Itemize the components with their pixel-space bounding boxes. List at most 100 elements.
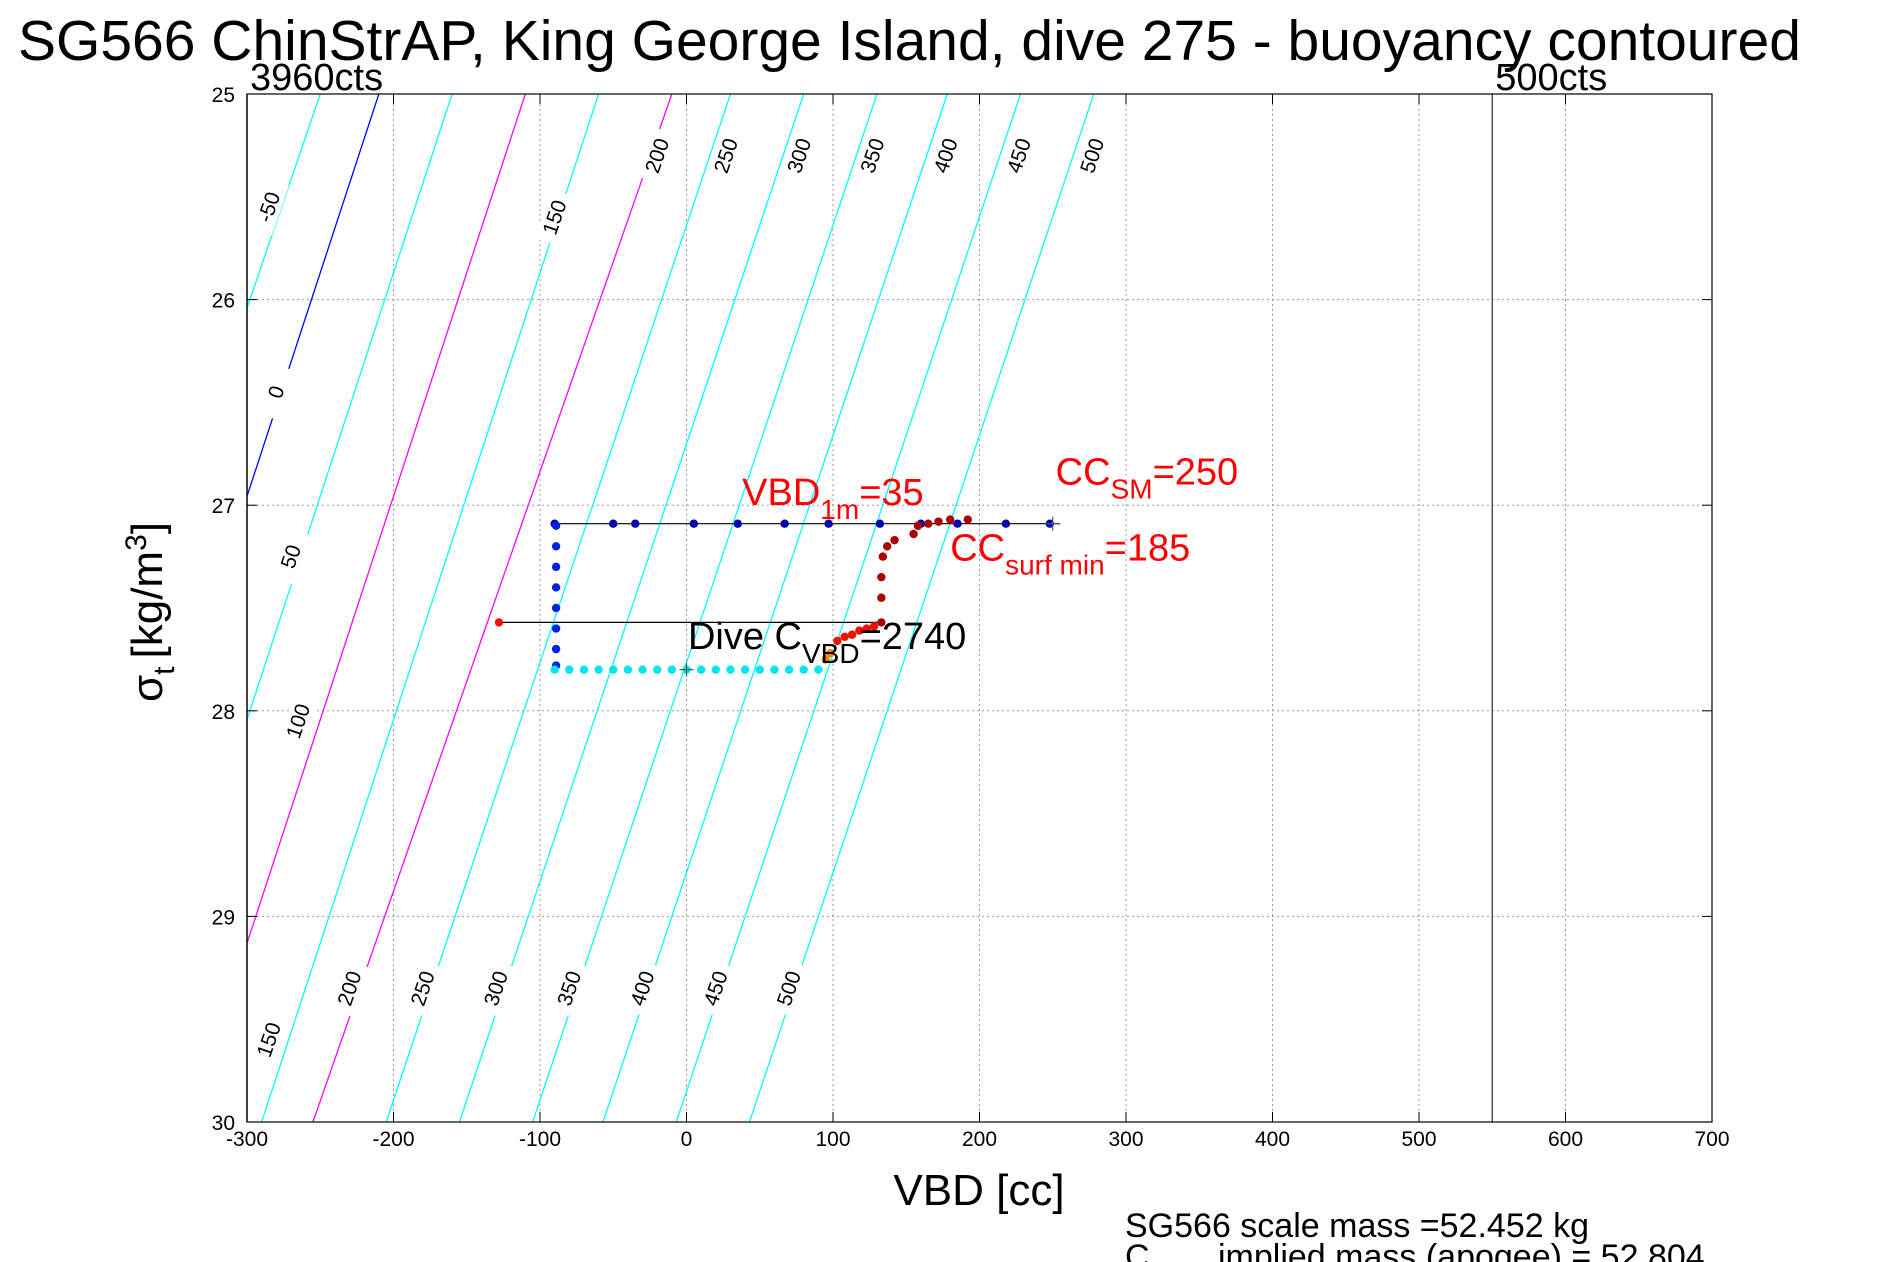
annotation: CCsurf min=185 [950,528,1190,581]
contour-label: 150 [253,1020,286,1061]
data-point [913,521,923,530]
data-point [551,521,561,530]
x-tick-label: 700 [1694,1128,1729,1151]
contour-line [602,94,948,1122]
data-point [877,593,886,602]
data-point [638,665,647,674]
x-tick-label: 200 [962,1128,997,1151]
vbd-limit-label: 3960cts [250,57,383,99]
annotations: VBD1m=35 CCSM=250 CCsurf min=185 Dive CVBD=… [688,452,1238,669]
data-point [877,572,886,582]
annotation: Dive CVBD=2740 [688,616,966,669]
footer-notes: SG566 scale mass =52.452 kg C implied ma… [1125,1207,1705,1262]
y-axis-label-sub: t [148,666,181,675]
data-point [551,583,561,592]
contour-line [247,94,453,722]
axis-ticks: -300 -200 -100 0 100 200 300 400 500 600 700 25 26 27… [212,84,1730,1151]
data-point [551,562,561,572]
y-axis-label-unit: [kg/m [123,551,172,659]
data-point [551,603,561,613]
data-point [869,622,879,631]
data-point [875,519,885,528]
y-tick-label: 28 [212,701,235,724]
contour-label: 400 [626,968,659,1009]
data-point [963,515,972,524]
contour-label: 500 [773,968,806,1009]
footer-implied-mass-symbol: C [1125,1238,1150,1262]
data-point [565,665,574,674]
data-point [784,665,794,674]
data-point [550,665,559,674]
data-point [814,665,823,674]
contour-label: 250 [407,968,440,1009]
data-point [667,665,677,674]
contour-line [247,94,380,499]
contour-line [458,94,805,1122]
vbd-limit-lines: 3960cts 500cts [246,57,1607,1122]
data-point [696,665,706,674]
contour-line [675,94,1022,1122]
data-point [623,665,633,674]
x-tick-label: 100 [815,1128,850,1151]
x-tick-label: 0 [681,1128,693,1151]
footer-implied-mass: implied mass (apogee) = 52.804 [1218,1238,1705,1262]
data-point [740,665,750,674]
contour-label-bg [549,959,590,1017]
data-point [946,515,955,524]
x-tick-label: 400 [1255,1128,1290,1151]
contour-label: 350 [553,968,586,1009]
contour-label-bg [769,959,809,1017]
contour-line [532,94,878,1122]
contour-line [748,94,1095,1122]
svg-text:σt[kg/m3]: σt [kg/m3] [120,522,181,702]
data-point [551,624,561,633]
data-point [770,665,779,674]
data-point [847,630,857,639]
contour-line [312,94,673,1122]
contour-label-bg [403,959,443,1017]
data-point [1001,519,1011,528]
contour-label-bg [256,363,297,421]
contour-label-bg [249,1011,289,1069]
data-points [494,515,1055,674]
annotation: VBD1m=35 [742,472,924,525]
y-tick-label: 29 [212,906,235,929]
x-tick-label: 600 [1548,1128,1583,1151]
data-point [862,624,871,633]
x-tick-label: 300 [1108,1128,1143,1151]
y-tick-label: 30 [212,1112,235,1135]
chart-title: SG566 ChinStrAP, King George Island, div… [18,9,1801,73]
data-point [799,665,808,674]
y-axis-label-close: ] [123,522,172,534]
data-point [631,519,640,528]
data-point [877,618,886,627]
data-point [494,618,504,627]
x-axis-label: VBD [cc] [893,1166,1064,1215]
data-point [551,542,561,551]
buoyancy-contours: -500501001501502002002502503003003503504… [247,94,1113,1122]
contour-label-bg [271,528,311,586]
contour-label: 100 [282,701,315,742]
data-point [890,535,899,545]
contour-label-bg [779,127,820,185]
contour-label: 450 [1003,136,1036,177]
contour-label-bg [852,127,893,185]
contour-label-bg [534,188,575,246]
x-tick-label: -100 [519,1128,561,1151]
data-point [934,517,943,526]
contour-label: 300 [480,968,513,1009]
contour-label-bg [696,959,736,1017]
data-point [855,626,864,635]
data-point [780,519,789,528]
data-point [733,519,742,528]
data-point [833,636,842,646]
y-tick-label: 27 [212,495,235,518]
markers [679,516,1060,677]
data-point [689,519,699,528]
data-point [755,665,764,674]
data-point [840,632,849,641]
data-point [609,665,618,674]
contour-label-bg [476,959,516,1017]
contour-label-bg [329,959,370,1017]
